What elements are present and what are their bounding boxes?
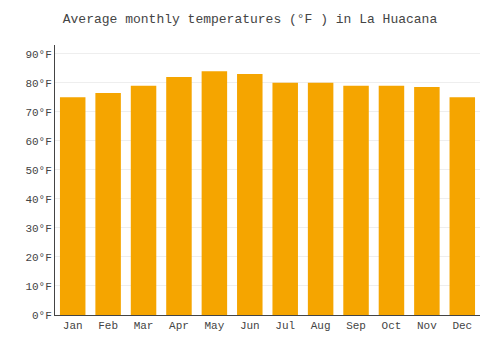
svg-text:Sep: Sep <box>346 320 366 332</box>
svg-text:Aug: Aug <box>311 320 331 332</box>
svg-text:10°F: 10°F <box>25 281 51 293</box>
svg-text:20°F: 20°F <box>25 252 51 264</box>
svg-text:60°F: 60°F <box>25 136 51 148</box>
svg-text:90°F: 90°F <box>25 49 51 61</box>
svg-text:0°F: 0°F <box>32 310 52 322</box>
svg-text:Nov: Nov <box>417 320 437 332</box>
svg-text:Jun: Jun <box>240 320 260 332</box>
svg-text:Jan: Jan <box>63 320 83 332</box>
svg-text:Oct: Oct <box>382 320 402 332</box>
svg-text:Apr: Apr <box>169 320 189 332</box>
svg-text:Feb: Feb <box>98 320 118 332</box>
svg-text:Mar: Mar <box>134 320 154 332</box>
svg-text:May: May <box>204 320 224 332</box>
svg-text:80°F: 80°F <box>25 78 51 90</box>
svg-text:30°F: 30°F <box>25 223 51 235</box>
svg-text:Jul: Jul <box>275 320 295 332</box>
svg-text:50°F: 50°F <box>25 165 51 177</box>
svg-text:40°F: 40°F <box>25 194 51 206</box>
svg-text:Dec: Dec <box>452 320 472 332</box>
svg-text:70°F: 70°F <box>25 107 51 119</box>
svg-text:Average monthly temperatures (: Average monthly temperatures (°F ) in La… <box>63 12 438 27</box>
